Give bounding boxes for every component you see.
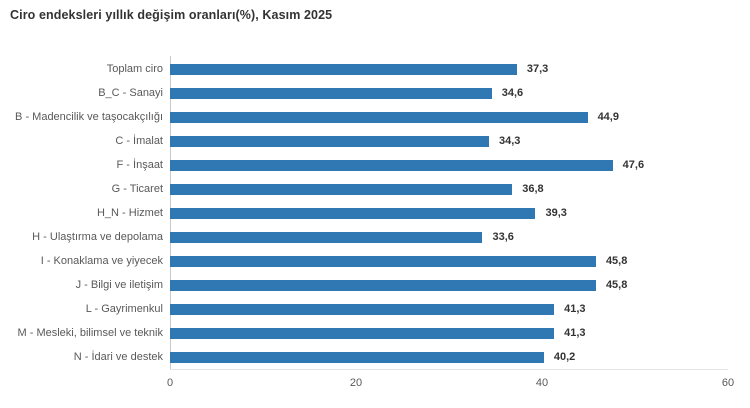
x-axis-line xyxy=(170,369,728,370)
bar xyxy=(170,63,517,75)
value-label: 45,8 xyxy=(605,279,628,291)
bar xyxy=(170,159,613,171)
x-axis-ticks: 0 20 40 60 xyxy=(166,377,734,393)
bar-row: F - İnşaat 47,6 xyxy=(0,153,728,177)
value-label: 40,2 xyxy=(553,351,576,363)
bar-row: B - Madencilik ve taşocakçılığı 44,9 xyxy=(0,105,728,129)
bar xyxy=(170,351,544,363)
category-label: F - İnşaat xyxy=(116,159,163,171)
x-tick-label: 0 xyxy=(166,377,174,389)
bar-row: N - İdari ve destek 40,2 xyxy=(0,345,728,369)
category-label: G - Ticaret xyxy=(111,183,163,195)
x-tick-label: 20 xyxy=(349,377,363,389)
bar-rows: Toplam ciro 37,3 B_C - Sanayi 34,6 B - Maden… xyxy=(0,57,728,369)
bar-row: C - İmalat 34,3 xyxy=(0,129,728,153)
bar-row: L - Gayrimenkul 41,3 xyxy=(0,297,728,321)
category-label: C - İmalat xyxy=(115,135,163,147)
bar-track: 36,8 xyxy=(170,177,728,201)
bar xyxy=(170,303,555,315)
bar-row: G - Ticaret 36,8 xyxy=(0,177,728,201)
value-label: 45,8 xyxy=(605,255,628,267)
bar-track: 34,3 xyxy=(170,129,728,153)
value-label: 39,3 xyxy=(545,207,567,219)
x-tick-label: 40 xyxy=(535,377,549,389)
bar-track: 45,8 xyxy=(170,249,728,273)
bar-track: 41,3 xyxy=(170,321,728,345)
bar-track: 47,6 xyxy=(170,153,728,177)
bar xyxy=(170,111,588,123)
value-label: 41,3 xyxy=(564,303,586,315)
category-label: B_C - Sanayi xyxy=(98,87,163,99)
bar-track: 40,2 xyxy=(170,345,728,369)
bar xyxy=(170,87,492,99)
bar xyxy=(170,135,489,147)
bar-row: I - Konaklama ve yiyecek 45,8 xyxy=(0,249,728,273)
bar xyxy=(170,207,536,219)
category-label: I - Konaklama ve yiyecek xyxy=(40,255,163,267)
category-label: Toplam ciro xyxy=(106,63,163,75)
bar-row: J - Bilgi ve iletişim 45,8 xyxy=(0,273,728,297)
bar-track: 34,6 xyxy=(170,81,728,105)
bar-track: 39,3 xyxy=(170,201,728,225)
value-label: 34,3 xyxy=(498,135,521,147)
value-label: 47,6 xyxy=(622,159,645,171)
bar-track: 44,9 xyxy=(170,105,728,129)
value-label: 41,3 xyxy=(564,327,586,339)
bar xyxy=(170,255,596,267)
bar-track: 33,6 xyxy=(170,225,728,249)
bar-row: M - Mesleki, bilimsel ve teknik 41,3 xyxy=(0,321,728,345)
category-label: H - Ulaştırma ve depolama xyxy=(32,231,163,243)
value-label: 33,6 xyxy=(492,231,514,243)
chart-title: Ciro endeksleri yıllık değişim oranları(… xyxy=(10,8,333,22)
x-tick-label: 60 xyxy=(721,377,735,389)
bar xyxy=(170,279,596,291)
bar xyxy=(170,183,513,195)
category-label: M - Mesleki, bilimsel ve teknik xyxy=(17,327,163,339)
bar-track: 45,8 xyxy=(170,273,728,297)
bar-row: Toplam ciro 37,3 xyxy=(0,57,728,81)
category-label: J - Bilgi ve iletişim xyxy=(75,279,163,291)
bar-row: H_N - Hizmet 39,3 xyxy=(0,201,728,225)
category-label: B - Madencilik ve taşocakçılığı xyxy=(15,111,163,123)
category-label: H_N - Hizmet xyxy=(96,207,163,219)
value-label: 34,6 xyxy=(501,87,524,99)
value-label: 37,3 xyxy=(526,63,549,75)
value-label: 44,9 xyxy=(597,111,619,123)
bar-row: B_C - Sanayi 34,6 xyxy=(0,81,728,105)
bar xyxy=(170,327,555,339)
bar-track: 41,3 xyxy=(170,297,728,321)
bar xyxy=(170,231,483,243)
bar-row: H - Ulaştırma ve depolama 33,6 xyxy=(0,225,728,249)
category-label: N - İdari ve destek xyxy=(73,351,163,363)
value-label: 36,8 xyxy=(522,183,544,195)
bar-track: 37,3 xyxy=(170,57,728,81)
category-label: L - Gayrimenkul xyxy=(85,303,163,315)
